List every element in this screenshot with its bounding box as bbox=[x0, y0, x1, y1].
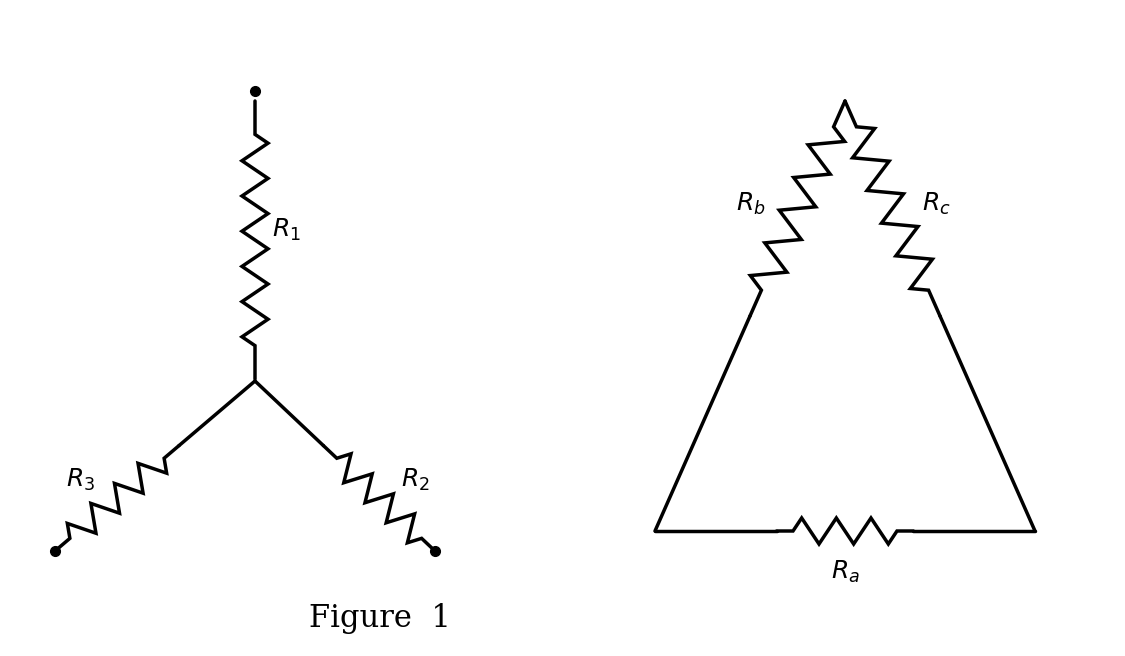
Text: $R_2$: $R_2$ bbox=[402, 467, 430, 493]
Text: $R_3$: $R_3$ bbox=[66, 467, 95, 493]
Text: $R_b$: $R_b$ bbox=[736, 190, 765, 216]
Text: $R_1$: $R_1$ bbox=[272, 217, 300, 243]
Text: Figure  1: Figure 1 bbox=[309, 602, 451, 634]
Text: $R_c$: $R_c$ bbox=[922, 190, 952, 216]
Text: $R_a$: $R_a$ bbox=[830, 559, 860, 585]
